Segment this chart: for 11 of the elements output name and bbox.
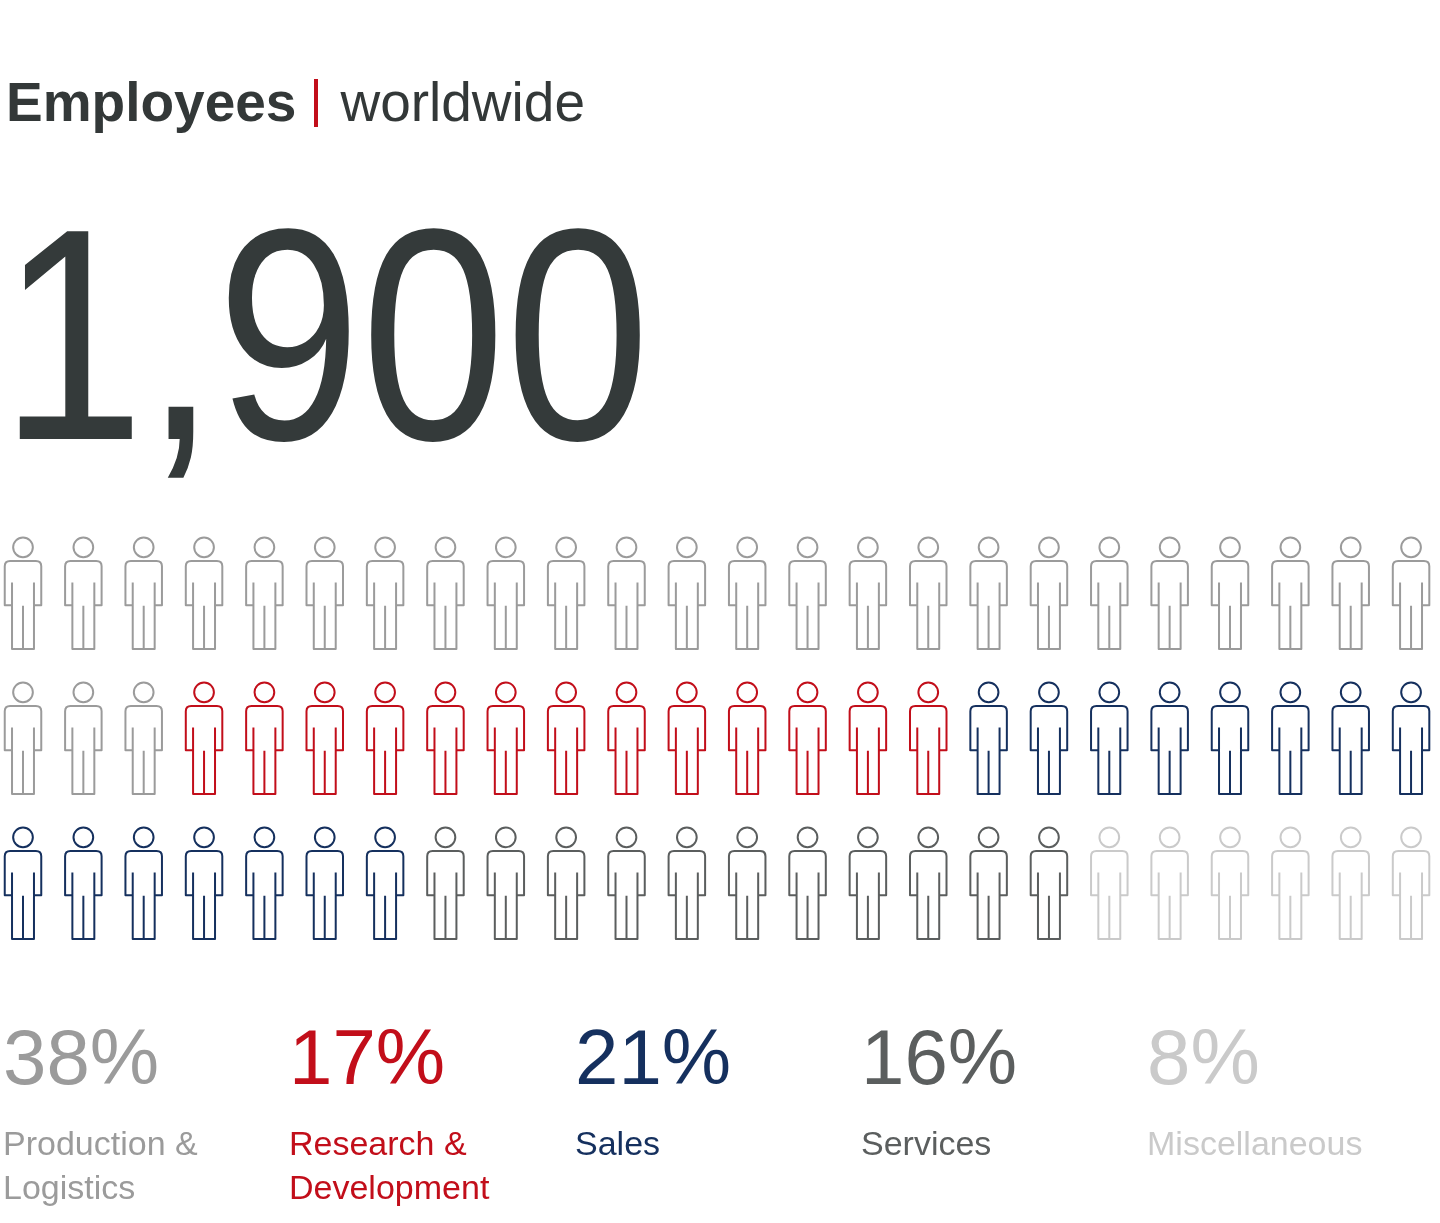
text: worldwide [340, 71, 585, 133]
data-label: 38% [3, 1013, 160, 1101]
category-label: Sales [575, 1124, 661, 1162]
text: 1,900 [0, 166, 650, 503]
data-label: 17% [289, 1013, 446, 1101]
data-label: 21% [575, 1013, 732, 1101]
category-label: Production & Logistics [3, 1124, 198, 1206]
text: Employees [6, 71, 297, 133]
category-label: Services [861, 1124, 992, 1162]
data-label: 16% [861, 1013, 1018, 1101]
category-label: Research & Development [289, 1124, 490, 1206]
